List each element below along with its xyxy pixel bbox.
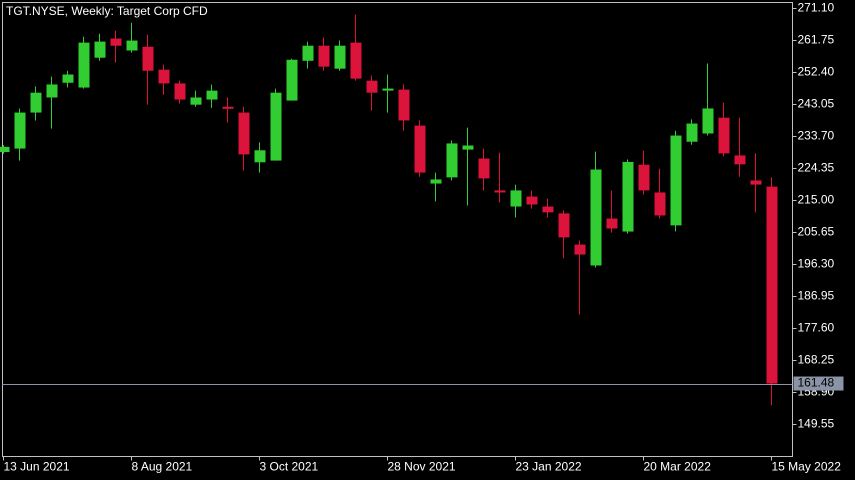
candle-body <box>414 125 426 173</box>
candle-body <box>622 161 634 232</box>
y-tick-label: 205.65 <box>798 225 835 239</box>
candle-body <box>334 45 346 69</box>
x-tick-label: 8 Aug 2021 <box>132 460 193 474</box>
last-price-box <box>793 376 844 391</box>
y-tick-label: 271.10 <box>798 1 835 15</box>
candle-body <box>670 135 682 226</box>
candle-body <box>94 41 106 58</box>
candle-body <box>62 74 74 83</box>
candle-body <box>158 69 170 84</box>
candle-body <box>734 155 746 165</box>
candle-body <box>302 45 314 61</box>
x-tick-label: 3 Oct 2021 <box>260 460 319 474</box>
last-price-label: 161.48 <box>798 376 835 390</box>
candle-body <box>238 112 250 155</box>
candle-body <box>126 40 138 51</box>
plot-frame <box>2 2 793 457</box>
candle-body <box>366 80 378 93</box>
candle-body <box>430 179 442 184</box>
x-tick-label: 13 Jun 2021 <box>4 460 70 474</box>
candle-body <box>590 169 602 266</box>
candle-body <box>190 97 202 105</box>
candle-body <box>174 83 186 100</box>
candle-body <box>222 106 234 109</box>
x-tick-label: 28 Nov 2021 <box>388 460 456 474</box>
x-tick-label: 23 Jan 2022 <box>516 460 582 474</box>
candle-body <box>494 190 506 193</box>
y-tick-label: 168.25 <box>798 353 835 367</box>
candle-body <box>462 145 474 150</box>
y-tick-label: 233.70 <box>798 129 835 143</box>
candle-body <box>46 84 58 98</box>
candle-body <box>286 59 298 101</box>
candle-body <box>606 218 618 229</box>
candle-body <box>654 192 666 216</box>
x-tick-label: 15 May 2022 <box>772 460 842 474</box>
y-tick-label: 224.35 <box>798 161 835 175</box>
candle-body <box>0 146 10 153</box>
chart-title: TGT.NYSE, Weekly: Target Corp CFD <box>6 4 208 18</box>
y-tick-label: 177.60 <box>798 321 835 335</box>
y-tick-label: 149.55 <box>798 417 835 431</box>
y-tick-label: 215.00 <box>798 193 835 207</box>
x-tick-label: 20 Mar 2022 <box>644 460 712 474</box>
candle-body <box>574 244 586 255</box>
candle-body <box>14 112 26 149</box>
candle-body <box>350 42 362 79</box>
candle-body <box>510 190 522 207</box>
candle-body <box>30 92 42 113</box>
candle-body <box>766 186 778 384</box>
candle-body <box>206 90 218 100</box>
candle-body <box>446 143 458 178</box>
candle-body <box>686 123 698 142</box>
candle-body <box>254 150 266 163</box>
candle-body <box>382 88 394 91</box>
candle-body <box>78 42 90 88</box>
y-tick-label: 186.95 <box>798 289 835 303</box>
candle-body <box>558 213 570 238</box>
candle-body <box>526 196 538 205</box>
candle-body <box>270 92 282 161</box>
candle-body <box>318 45 330 67</box>
candle-body <box>478 158 490 179</box>
candle-body <box>142 46 154 71</box>
candle-body <box>542 206 554 213</box>
y-tick-label: 196.30 <box>798 257 835 271</box>
y-tick-label: 252.40 <box>798 65 835 79</box>
candle-body <box>750 180 762 185</box>
candle-body <box>718 117 730 154</box>
y-tick-label: 243.05 <box>798 97 835 111</box>
candle-body <box>702 108 714 134</box>
y-tick-label: 261.75 <box>798 33 835 47</box>
candle-body <box>110 38 122 46</box>
candle-body <box>398 89 410 121</box>
candle-body <box>638 164 650 191</box>
